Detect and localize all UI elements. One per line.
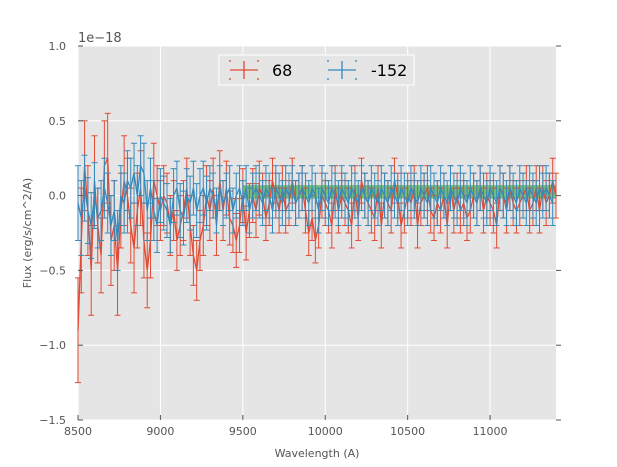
legend-label-neg152: -152 bbox=[371, 61, 407, 80]
legend: 68 -152 bbox=[218, 54, 415, 86]
y-tick-label: −0.5 bbox=[39, 264, 66, 277]
legend-label-68: 68 bbox=[272, 61, 292, 80]
x-tick-label: 9000 bbox=[146, 425, 174, 438]
x-axis-label: Wavelength (A) bbox=[275, 447, 360, 460]
x-tick-label: 10000 bbox=[308, 425, 343, 438]
y-tick-label: 0.5 bbox=[49, 115, 67, 128]
x-tick-label: 11000 bbox=[473, 425, 508, 438]
axis-offset-label: 1e−18 bbox=[78, 31, 122, 46]
y-tick-label: 0.0 bbox=[49, 190, 67, 203]
y-tick-label: −1.0 bbox=[39, 339, 66, 352]
series--152 bbox=[75, 135, 556, 271]
y-tick-label: −1.5 bbox=[39, 414, 66, 427]
y-axis-label: Flux (erg/s/cm^2/A) bbox=[21, 178, 34, 288]
series-layer bbox=[75, 112, 559, 384]
x-tick-label: 8500 bbox=[64, 425, 92, 438]
legend-item-68: 68 bbox=[229, 60, 292, 80]
axes: 8500 9000 9500 10000 10500 11000 −1.5 −1.0 −0.5 0… bbox=[39, 40, 561, 438]
legend-item-neg152: -152 bbox=[327, 60, 407, 80]
grid bbox=[77, 45, 556, 421]
x-tick-label: 9500 bbox=[229, 425, 257, 438]
x-tick-label: 10500 bbox=[390, 425, 425, 438]
y-tick-label: 1.0 bbox=[49, 40, 67, 53]
series-line--152 bbox=[77, 163, 554, 241]
